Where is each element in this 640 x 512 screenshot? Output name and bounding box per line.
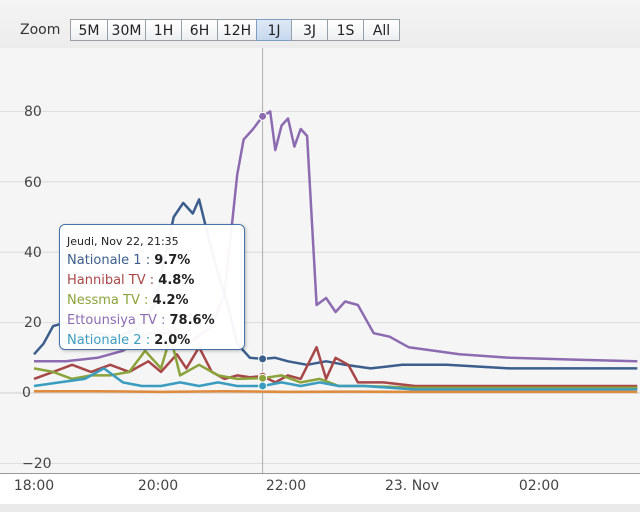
x-tick-label: 23. Nov <box>384 478 440 494</box>
zoom-button-group: 5M 30M 1H 6H 12H 1J 3J 1S All <box>70 19 400 41</box>
x-tick-label: 18:00 <box>13 478 55 494</box>
series-line <box>34 389 638 394</box>
tooltip-series-name: Nationale 1 <box>67 253 142 268</box>
zoom-button-6h[interactable]: 6H <box>181 19 218 41</box>
range-selector-bar: Zoom 5M 30M 1H 6H 12H 1J 3J 1S All <box>0 0 640 48</box>
x-tick-label: 20:00 <box>137 478 179 494</box>
tooltip-series-value: 4.2% <box>152 293 189 308</box>
series-line <box>33 345 638 388</box>
tooltip-row-hannibal-tv: Hannibal TV : 4.8% <box>67 273 195 288</box>
data-tooltip: Jeudi, Nov 22, 21:35 Nationale 1 : 9.7% … <box>59 224 245 350</box>
tooltip-header: Jeudi, Nov 22, 21:35 <box>67 235 179 248</box>
zoom-button-12h[interactable]: 12H <box>217 19 257 41</box>
tooltip-row-ettounsiya-tv: Ettounsiya TV : 78.6% <box>67 313 215 328</box>
tooltip-row-nationale-1: Nationale 1 : 9.7% <box>67 253 191 268</box>
y-tick-label: 60 <box>24 175 42 191</box>
tooltip-row-nessma-tv: Nessma TV : 4.2% <box>67 293 189 308</box>
tooltip-row-nationale-2: Nationale 2 : 2.0% <box>67 333 191 348</box>
y-tick-label: 40 <box>24 245 42 261</box>
tooltip-series-name: Nationale 2 <box>67 333 142 348</box>
y-tick-label: 80 <box>24 104 42 120</box>
hover-marker <box>258 381 268 391</box>
hover-marker <box>258 111 268 121</box>
zoom-button-all[interactable]: All <box>363 19 400 41</box>
tooltip-series-value: 2.0% <box>154 333 191 348</box>
hover-marker <box>258 354 268 364</box>
x-axis-line <box>0 473 640 474</box>
zoom-label: Zoom <box>20 22 61 38</box>
y-tick-label: −20 <box>22 456 52 472</box>
zoom-button-1h[interactable]: 1H <box>145 19 182 41</box>
tooltip-series-value: 78.6% <box>169 313 215 328</box>
tooltip-series-value: 9.7% <box>154 253 191 268</box>
series-line <box>33 367 638 391</box>
y-tick-label: 0 <box>22 385 31 401</box>
x-tick-label: 22:00 <box>265 478 307 494</box>
tooltip-series-name: Nessma TV <box>67 293 140 308</box>
tooltip-series-name: Ettounsiya TV <box>67 313 157 328</box>
navigator-strip[interactable] <box>0 504 640 512</box>
x-tick-label: 02:00 <box>518 478 560 494</box>
y-tick-label: 20 <box>24 315 42 331</box>
tooltip-series-name: Hannibal TV <box>67 273 146 288</box>
tooltip-series-value: 4.8% <box>158 273 195 288</box>
hover-marker <box>258 373 268 383</box>
zoom-button-5m[interactable]: 5M <box>70 19 108 41</box>
zoom-button-30m[interactable]: 30M <box>107 19 146 41</box>
